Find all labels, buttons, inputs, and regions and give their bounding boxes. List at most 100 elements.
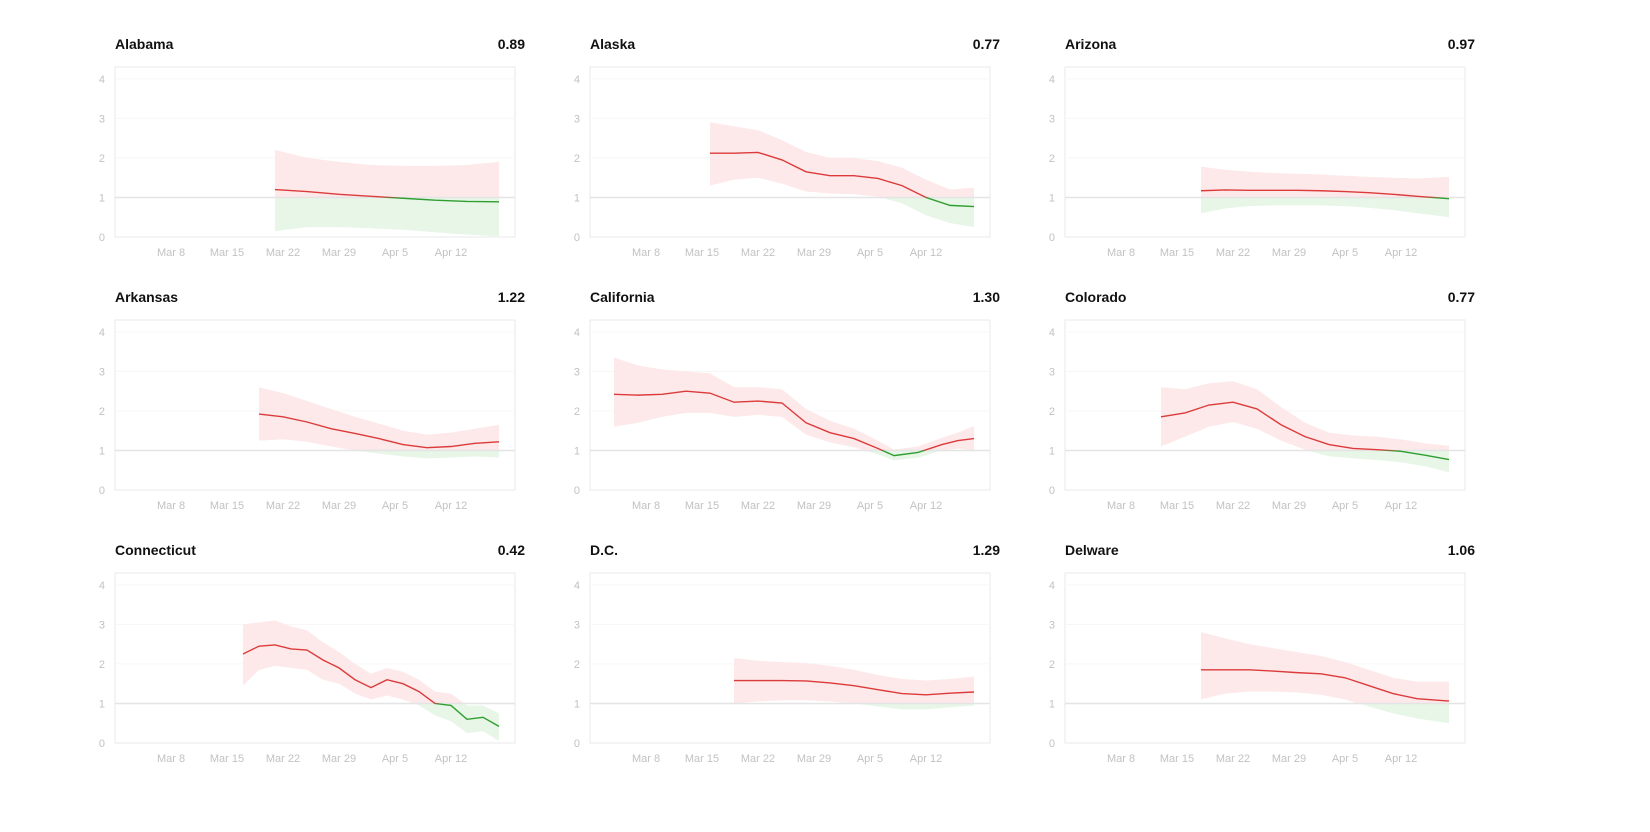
chart-title: Alabama <box>115 36 174 52</box>
current-value: 1.30 <box>972 289 1000 305</box>
chart-panel: Connecticut 0.42 0 1 2 3 4 Mar 8 Mar 15 Mar 22 Mar… <box>95 536 525 776</box>
x-tick-label: Mar 15 <box>210 500 244 512</box>
y-tick-label: 2 <box>99 153 105 165</box>
series-line-above <box>274 188 402 198</box>
series-line-below <box>924 197 975 208</box>
y-tick-label: 1 <box>1049 445 1055 457</box>
series-line-above <box>734 679 975 696</box>
series-line-above <box>613 390 975 451</box>
x-tick-label: Apr 5 <box>857 500 883 512</box>
chart-title: D.C. <box>590 542 618 558</box>
x-tick-label: Mar 29 <box>1272 247 1306 259</box>
series-line-above <box>1200 189 1443 198</box>
x-tick-label: Apr 5 <box>857 247 883 259</box>
chart-title: Arizona <box>1065 36 1117 52</box>
current-value: 0.77 <box>972 36 1000 52</box>
y-tick-label: 3 <box>1049 113 1055 125</box>
x-tick-label: Mar 22 <box>266 753 300 765</box>
y-tick-label: 1 <box>574 698 580 710</box>
chart-svg: 0 1 2 3 4 Mar 8 Mar 15 Mar 22 Mar 29 Apr 5 Apr 12 <box>1049 572 1466 765</box>
x-tick-label: Apr 5 <box>382 247 408 259</box>
x-tick-label: Mar 22 <box>741 247 775 259</box>
chart-svg: 0 1 2 3 4 Mar 8 Mar 15 Mar 22 Mar 29 Apr 5 Apr 12 <box>99 319 516 512</box>
x-tick-label: Mar 22 <box>266 247 300 259</box>
x-tick-label: Mar 29 <box>322 500 356 512</box>
x-tick-label: Mar 15 <box>1160 500 1194 512</box>
y-tick-label: 0 <box>574 738 580 750</box>
y-tick-label: 3 <box>574 366 580 378</box>
x-tick-label: Apr 5 <box>1332 247 1358 259</box>
chart-svg: 0 1 2 3 4 Mar 8 Mar 15 Mar 22 Mar 29 Apr 5 Apr 12 <box>1049 319 1466 512</box>
chart-svg: 0 1 2 3 4 Mar 8 Mar 15 Mar 22 Mar 29 Apr 5 Apr 12 <box>99 572 516 765</box>
x-tick-label: Apr 5 <box>1332 753 1358 765</box>
series-line-below <box>378 197 500 203</box>
current-value: 1.06 <box>1447 542 1475 558</box>
y-tick-label: 2 <box>574 659 580 671</box>
y-tick-label: 2 <box>1049 659 1055 671</box>
x-tick-label: Apr 12 <box>1385 500 1417 512</box>
x-tick-label: Mar 22 <box>1216 247 1250 259</box>
confidence-band-below <box>1307 450 1449 473</box>
confidence-band-below <box>413 703 499 742</box>
confidence-band-above <box>614 357 974 451</box>
x-tick-label: Apr 12 <box>910 753 942 765</box>
confidence-band-above <box>259 387 499 451</box>
y-tick-label: 1 <box>1049 192 1055 204</box>
series-line-below <box>1378 450 1450 461</box>
y-tick-label: 1 <box>574 192 580 204</box>
x-tick-label: Mar 15 <box>685 247 719 259</box>
chart-panel: Delware 1.06 0 1 2 3 4 Mar 8 Mar 15 Mar 22 Mar 29 A… <box>1045 536 1475 776</box>
x-tick-label: Apr 12 <box>435 247 467 259</box>
confidence-band-below <box>734 703 974 710</box>
current-value: 0.77 <box>1447 289 1475 305</box>
chart-panel: D.C. 1.29 0 1 2 3 4 Mar 8 Mar 15 Mar 22 Mar 29 Apr … <box>570 536 1000 776</box>
x-tick-label: Mar 15 <box>210 753 244 765</box>
x-tick-label: Apr 12 <box>435 500 467 512</box>
current-value: 1.22 <box>497 289 525 305</box>
y-tick-label: 4 <box>574 580 580 592</box>
y-tick-label: 4 <box>99 580 105 592</box>
y-tick-label: 0 <box>1049 738 1055 750</box>
x-tick-label: Mar 15 <box>1160 247 1194 259</box>
x-tick-label: Mar 29 <box>797 247 831 259</box>
current-value: 1.29 <box>972 542 1000 558</box>
chart-panel: California 1.30 0 1 2 3 4 Mar 8 Mar 15 Mar 22 Mar … <box>570 283 1000 523</box>
x-tick-label: Apr 12 <box>1385 247 1417 259</box>
x-tick-label: Mar 8 <box>632 753 660 765</box>
plot-frame <box>1064 572 1466 744</box>
x-tick-label: Apr 5 <box>382 753 408 765</box>
series-line-above <box>1201 669 1450 702</box>
x-tick-label: Apr 12 <box>435 753 467 765</box>
y-tick-label: 4 <box>1049 580 1055 592</box>
x-tick-label: Mar 8 <box>157 500 185 512</box>
x-tick-label: Mar 8 <box>632 500 660 512</box>
chart-title: Connecticut <box>115 542 196 558</box>
y-tick-label: 3 <box>574 113 580 125</box>
confidence-band-above <box>275 150 499 198</box>
current-value: 0.97 <box>1447 36 1475 52</box>
confidence-band-below <box>864 450 974 461</box>
x-tick-label: Mar 8 <box>1107 753 1135 765</box>
confidence-band-above <box>1161 381 1449 451</box>
chart-title: Alaska <box>590 36 636 52</box>
x-tick-label: Mar 15 <box>685 753 719 765</box>
y-tick-label: 4 <box>99 74 105 86</box>
y-tick-label: 2 <box>574 406 580 418</box>
confidence-band-above <box>734 658 974 704</box>
chart-title: California <box>590 289 655 305</box>
chart-panel: Alabama 0.89 0 1 2 3 4 Mar 8 Mar 15 Mar 22 Mar 29 A… <box>95 30 525 270</box>
y-tick-label: 3 <box>99 366 105 378</box>
confidence-band-below <box>1201 197 1449 218</box>
plot-frame <box>589 572 991 744</box>
y-tick-label: 4 <box>1049 327 1055 339</box>
confidence-band-below <box>275 197 499 237</box>
y-tick-label: 2 <box>574 153 580 165</box>
x-tick-label: Mar 15 <box>210 247 244 259</box>
x-tick-label: Mar 8 <box>157 247 185 259</box>
chart-svg: 0 1 2 3 4 Mar 8 Mar 15 Mar 22 Mar 29 Apr 5 Apr 12 <box>574 66 991 259</box>
x-tick-label: Mar 22 <box>266 500 300 512</box>
y-tick-label: 4 <box>99 327 105 339</box>
y-tick-label: 4 <box>574 327 580 339</box>
y-tick-label: 3 <box>574 619 580 631</box>
series-line-below <box>433 703 500 728</box>
